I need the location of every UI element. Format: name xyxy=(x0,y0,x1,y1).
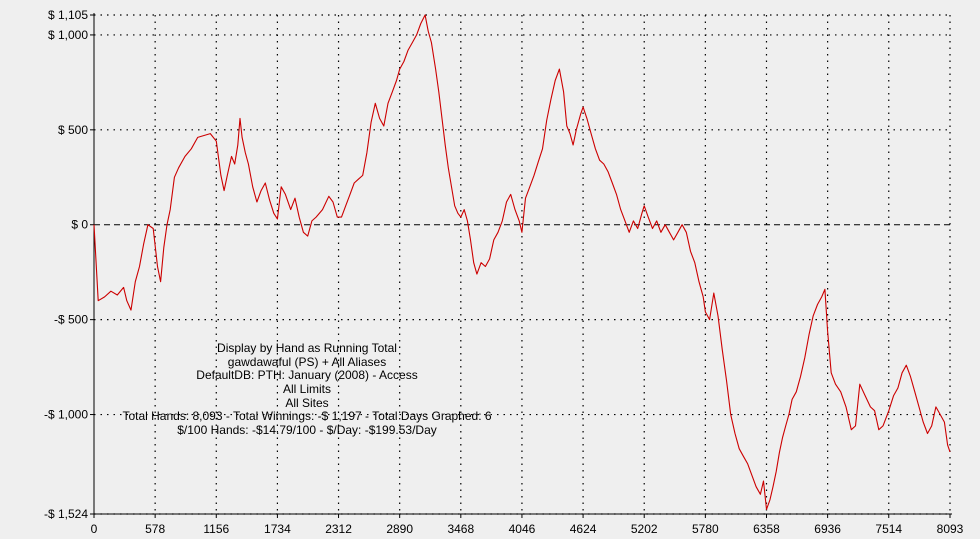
annotation-line: All Sites xyxy=(285,396,328,410)
annotation-line: DefaultDB: PTH: January (2008) - Access xyxy=(196,368,417,382)
y-tick-label: $ 1,000 xyxy=(48,28,88,42)
annotation-line: All Limits xyxy=(283,382,331,396)
axis-layer: 0 578 1156 1734 2312 2890 3468 4046 4624 5202 5780… xyxy=(44,8,964,536)
y-tick-label: -$ 1,000 xyxy=(44,408,88,422)
series-layer xyxy=(93,14,951,510)
x-tick-label: 1734 xyxy=(264,522,291,536)
x-tick-label: 2890 xyxy=(386,522,413,536)
y-tick-label: $ 1,105 xyxy=(48,8,88,22)
grid-layer xyxy=(94,14,951,515)
x-tick-label: 8093 xyxy=(937,522,964,536)
x-tick-label: 6358 xyxy=(753,522,780,536)
y-tick-label: -$ 1,524 xyxy=(44,507,88,521)
annotation-line: $/100 Hands: -$14.79/100 - $/Day: -$199.… xyxy=(177,423,437,437)
annotation-line: Display by Hand as Running Total xyxy=(217,341,397,355)
x-tick-label: 4046 xyxy=(509,522,536,536)
x-tick-label: 578 xyxy=(145,522,165,536)
x-tick-label: 7514 xyxy=(875,522,902,536)
y-tick-label: $ 0 xyxy=(71,218,88,232)
annotation-block: Display by Hand as Running Total gawdawa… xyxy=(122,341,491,437)
x-tick-label: 6936 xyxy=(814,522,841,536)
x-tick-label: 1156 xyxy=(203,522,229,536)
y-tick-label: -$ 500 xyxy=(54,313,88,327)
y-tick-label: $ 500 xyxy=(58,123,88,137)
annotation-line: Total Hands: 8,093 - Total Winnings: -$ … xyxy=(122,409,491,423)
x-tick-label: 5202 xyxy=(631,522,658,536)
x-tick-label: 5780 xyxy=(692,522,719,536)
x-tick-label: 0 xyxy=(91,522,98,536)
running-total-series-line xyxy=(93,14,951,510)
x-tick-label: 3468 xyxy=(447,522,474,536)
x-tick-label: 2312 xyxy=(325,522,352,536)
annotation-line: gawdawaful (PS) + All Aliases xyxy=(228,355,386,369)
x-tick-label: 4624 xyxy=(570,522,597,536)
